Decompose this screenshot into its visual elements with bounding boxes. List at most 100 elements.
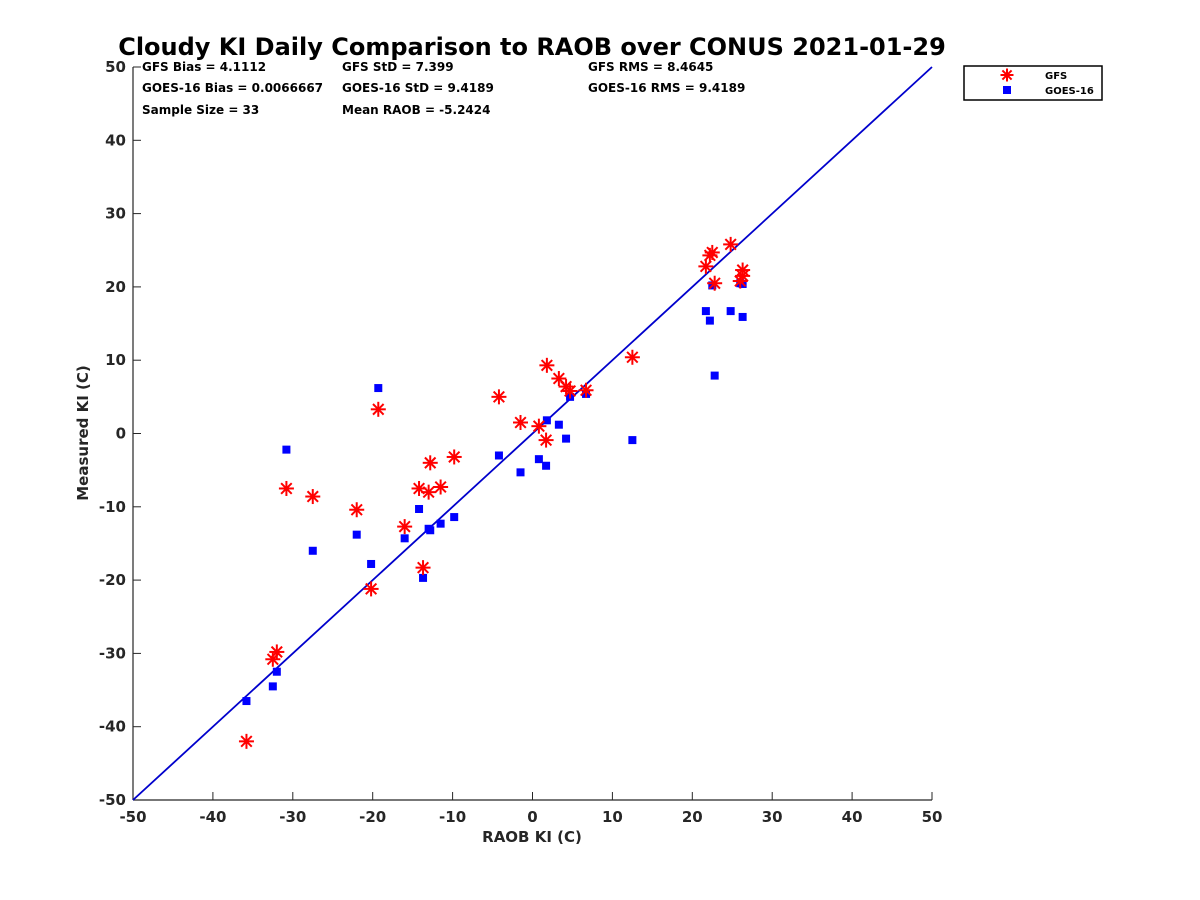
x-tick-label: -20	[359, 808, 386, 826]
stat-gfs-rms: GFS RMS = 8.4645	[588, 60, 713, 74]
y-tick-label: 10	[105, 351, 126, 369]
x-tick-label: 10	[602, 808, 623, 826]
y-tick-label: 30	[105, 205, 126, 223]
gfs-point	[491, 389, 507, 405]
axes: -50 -40 -30 -20 -10 0 10 20 30 40 50 50 40 30 20 10 0 -10…	[99, 58, 943, 826]
goes16-point	[542, 461, 551, 470]
goes16-point	[415, 504, 424, 513]
legend-goes-symbol	[1003, 86, 1011, 94]
gfs-point	[723, 236, 739, 252]
legend-gfs-label: GFS	[1045, 71, 1067, 82]
goes16-point	[352, 530, 361, 539]
goes16-point	[516, 468, 525, 477]
stat-goes-rms: GOES-16 RMS = 9.4189	[588, 81, 745, 95]
stats-block: GFS Bias = 4.1112 GFS StD = 7.399 GFS RM…	[142, 60, 745, 117]
x-tick-label: 20	[682, 808, 703, 826]
gfs-point	[704, 244, 720, 260]
y-tick-label: 20	[105, 278, 126, 296]
x-tick-label: 50	[922, 808, 943, 826]
goes16-point	[628, 436, 637, 445]
goes16-point	[308, 546, 317, 555]
stat-gfs-std: GFS StD = 7.399	[342, 60, 454, 74]
goes16-point	[542, 416, 551, 425]
stat-sample-size: Sample Size = 33	[142, 103, 259, 117]
gfs-point	[538, 432, 554, 448]
gfs-point	[531, 418, 547, 434]
legend-goes-marker	[1003, 86, 1011, 94]
gfs-point	[422, 455, 438, 471]
goes16-point	[436, 519, 445, 528]
goes16-point	[738, 312, 747, 321]
one-to-one-line	[132, 66, 933, 801]
gfs-point	[370, 401, 386, 417]
y-tick-label: -30	[99, 644, 126, 662]
chart-title: Cloudy KI Daily Comparison to RAOB over …	[118, 33, 946, 61]
reference-line-group	[132, 66, 933, 801]
goes16-point	[494, 451, 503, 460]
legend: GFS GOES-16	[963, 65, 1103, 101]
gfs-point	[421, 484, 437, 500]
goes16-point	[400, 534, 409, 543]
legend-box	[963, 65, 1103, 101]
x-tick-label: -10	[439, 808, 466, 826]
gfs-point	[624, 349, 640, 365]
gfs-point	[433, 479, 449, 495]
x-tick-label: -50	[119, 808, 146, 826]
gfs-point	[539, 357, 555, 373]
goes16-point	[705, 316, 714, 325]
y-tick-label: 40	[105, 131, 126, 149]
gfs-point	[278, 480, 294, 496]
gfs-point	[735, 268, 751, 284]
y-tick-label: 0	[116, 425, 126, 443]
y-tick-label: -50	[99, 791, 126, 809]
markers-group	[238, 236, 751, 749]
x-tick-label: 30	[762, 808, 783, 826]
goes16-point	[268, 682, 277, 691]
x-tick-label: 40	[842, 808, 863, 826]
goes16-point	[562, 434, 571, 443]
stat-goes-bias: GOES-16 Bias = 0.0066667	[142, 81, 323, 95]
y-tick-label: -10	[99, 498, 126, 516]
gfs-point	[349, 502, 365, 518]
stat-gfs-bias: GFS Bias = 4.1112	[142, 60, 266, 74]
gfs-point	[698, 258, 714, 274]
goes16-point	[272, 667, 281, 676]
gfs-point	[415, 560, 431, 576]
gfs-point	[578, 382, 594, 398]
stat-mean-raob: Mean RAOB = -5.2424	[342, 103, 490, 117]
goes16-point	[367, 559, 376, 568]
goes16-point	[374, 384, 383, 393]
gfs-point	[265, 651, 281, 667]
x-tick-label: 0	[527, 808, 537, 826]
gfs-point	[446, 449, 462, 465]
goes16-point	[242, 697, 251, 706]
gfs-point	[397, 519, 413, 535]
legend-goes-label: GOES-16	[1045, 86, 1094, 97]
gfs-point	[513, 415, 529, 431]
gfs-point	[269, 644, 285, 660]
goes16-point	[450, 513, 459, 522]
y-tick-label: -40	[99, 718, 126, 736]
goes16-point	[710, 371, 719, 380]
y-tick-label: 50	[105, 58, 126, 76]
gfs-point	[707, 275, 723, 291]
x-tick-label: -30	[279, 808, 306, 826]
goes16-point	[554, 420, 563, 429]
y-tick-label: -20	[99, 571, 126, 589]
legend-gfs-symbol	[1000, 68, 1014, 82]
stat-goes-std: GOES-16 StD = 9.4189	[342, 81, 494, 95]
gfs-point	[305, 489, 321, 505]
goes16-point	[726, 307, 735, 316]
goes16-point	[282, 445, 291, 454]
goes16-point	[534, 455, 543, 464]
gfs-point	[363, 581, 379, 597]
goes16-point	[419, 573, 428, 582]
goes16-point	[701, 307, 710, 316]
gfs-point	[562, 383, 578, 399]
goes16-point	[426, 526, 435, 535]
legend-gfs-marker	[1000, 68, 1014, 82]
x-axis-label: RAOB KI (C)	[482, 828, 582, 846]
gfs-point	[238, 733, 254, 749]
y-axis-label: Measured KI (C)	[74, 365, 92, 501]
